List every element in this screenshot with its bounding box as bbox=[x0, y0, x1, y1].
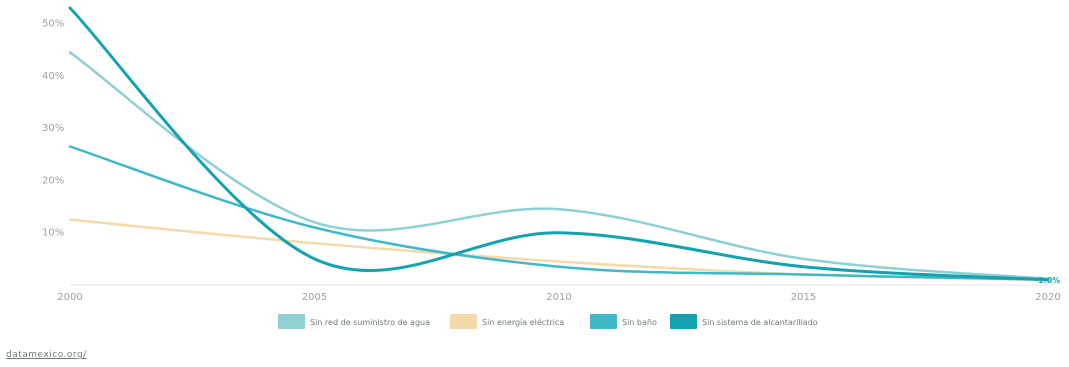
legend-label: Sin energía eléctrica bbox=[482, 317, 564, 327]
legend-label: Sin baño bbox=[622, 318, 657, 327]
y-tick-label: 30% bbox=[42, 123, 64, 134]
series-line bbox=[68, 145, 1050, 282]
y-tick-label: 40% bbox=[42, 71, 64, 82]
x-tick-label: 2000 bbox=[57, 292, 82, 303]
legend-swatch bbox=[670, 314, 697, 329]
y-tick-label: 10% bbox=[42, 228, 64, 239]
x-tick-label: 2015 bbox=[791, 292, 816, 303]
y-tick-label: 50% bbox=[42, 19, 64, 30]
legend-swatch bbox=[278, 314, 305, 329]
end-value-label: 1.0% bbox=[1038, 276, 1060, 285]
x-tick-label: 2010 bbox=[546, 292, 571, 303]
x-tick-label: 2020 bbox=[1035, 292, 1060, 303]
series-line bbox=[68, 218, 1050, 282]
legend-label: Sin sistema de alcantarillado bbox=[702, 318, 818, 327]
legend-swatch bbox=[450, 314, 477, 329]
legend-label: Sin red de suministro de agua bbox=[310, 318, 430, 327]
legend-swatch bbox=[590, 314, 617, 329]
x-tick-label: 2005 bbox=[302, 292, 327, 303]
source-link[interactable]: datamexico.org/ bbox=[6, 350, 87, 360]
y-tick-label: 20% bbox=[42, 175, 64, 186]
series-line bbox=[68, 6, 1050, 282]
series-line bbox=[68, 51, 1050, 280]
